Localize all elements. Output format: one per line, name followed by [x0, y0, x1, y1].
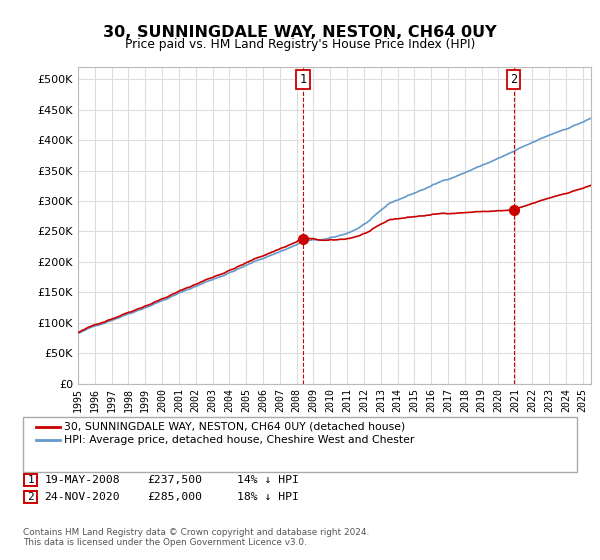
Text: 30, SUNNINGDALE WAY, NESTON, CH64 0UY: 30, SUNNINGDALE WAY, NESTON, CH64 0UY	[103, 25, 497, 40]
Text: 19-MAY-2008: 19-MAY-2008	[44, 475, 120, 485]
Text: £237,500: £237,500	[147, 475, 202, 485]
Text: Contains HM Land Registry data © Crown copyright and database right 2024.
This d: Contains HM Land Registry data © Crown c…	[23, 528, 369, 547]
Text: 14% ↓ HPI: 14% ↓ HPI	[237, 475, 299, 485]
Text: 30, SUNNINGDALE WAY, NESTON, CH64 0UY (detached house): 30, SUNNINGDALE WAY, NESTON, CH64 0UY (d…	[64, 422, 406, 432]
Text: 2: 2	[510, 73, 517, 86]
Text: 1: 1	[299, 73, 307, 86]
Text: £285,000: £285,000	[147, 492, 202, 502]
Text: 1: 1	[27, 475, 34, 485]
Text: HPI: Average price, detached house, Cheshire West and Chester: HPI: Average price, detached house, Ches…	[64, 435, 415, 445]
Text: Price paid vs. HM Land Registry's House Price Index (HPI): Price paid vs. HM Land Registry's House …	[125, 38, 475, 51]
Text: 2: 2	[27, 492, 34, 502]
Text: 24-NOV-2020: 24-NOV-2020	[44, 492, 120, 502]
Text: 18% ↓ HPI: 18% ↓ HPI	[237, 492, 299, 502]
